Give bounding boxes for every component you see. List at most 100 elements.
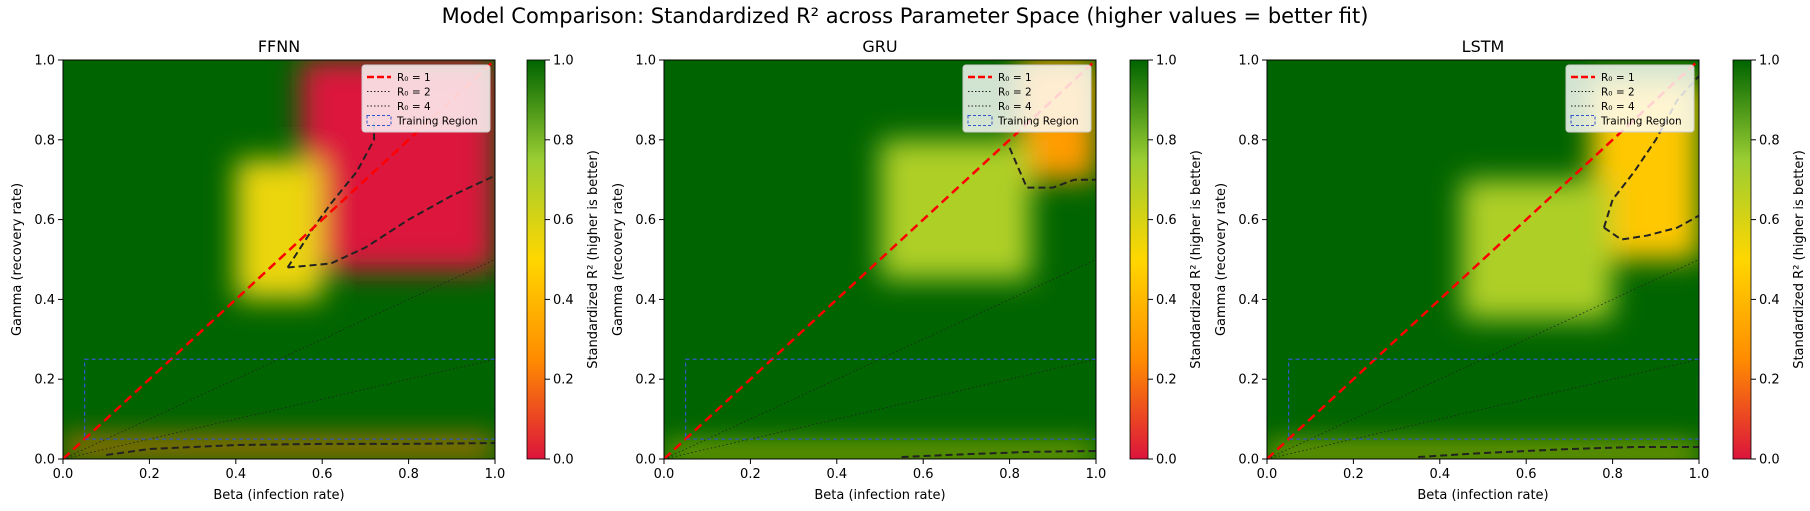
r0-line-4 xyxy=(1267,358,1699,459)
figure-title: Model Comparison: Standardized R² across… xyxy=(441,4,1369,28)
legend-label: Training Region xyxy=(1600,116,1682,128)
legend-box xyxy=(1565,64,1695,133)
y-tick-label: 0.0 xyxy=(1238,453,1259,468)
y-tick-label: 0.6 xyxy=(635,213,656,228)
x-axis-label: Beta (infection rate) xyxy=(814,488,945,503)
r0-line-2 xyxy=(1267,259,1699,459)
y-tick-label: 0.4 xyxy=(1238,293,1259,308)
colorbar-tick-label: 0.6 xyxy=(1156,213,1177,228)
x-axis-label: Beta (infection rate) xyxy=(213,488,344,503)
plot-frame xyxy=(62,59,496,460)
legend: R₀ = 1 R₀ = 2 R₀ = 4 Training Region xyxy=(962,64,1092,133)
colorbar-tick-label: 0.6 xyxy=(1759,213,1780,228)
y-tick-label: 0.2 xyxy=(635,373,656,388)
x-tick-label: 0.4 xyxy=(225,467,246,482)
r0-line-2 xyxy=(664,259,1096,459)
heatmap-region xyxy=(664,447,1096,459)
y-tick-label: 0.8 xyxy=(635,133,656,148)
legend-label: R₀ = 4 xyxy=(397,101,431,113)
colorbar-tick-label: 0.8 xyxy=(553,133,574,148)
contour-line xyxy=(287,174,495,269)
r0-line-4 xyxy=(664,358,1096,459)
plot-frame xyxy=(663,59,1097,460)
colorbar-tick-label: 0.0 xyxy=(553,453,574,468)
x-tick-label: 0.8 xyxy=(999,467,1020,482)
contour-line xyxy=(1603,75,1699,228)
legend-label: R₀ = 2 xyxy=(1601,87,1635,99)
y-tick-label: 0.6 xyxy=(1238,213,1259,228)
legend-box xyxy=(361,64,491,133)
colorbar xyxy=(526,59,546,460)
legend-label: R₀ = 1 xyxy=(1601,72,1635,84)
colorbar-tick-label: 0.2 xyxy=(553,373,574,388)
y-axis-label: Gamma (recovery rate) xyxy=(10,183,25,336)
legend-label: R₀ = 4 xyxy=(998,101,1032,113)
heatmap-region xyxy=(1267,447,1699,459)
colorbar-tick-label: 1.0 xyxy=(1759,54,1780,69)
x-tick-label: 0.4 xyxy=(826,467,847,482)
panel-title: GRU xyxy=(862,37,897,56)
panel-lstm: 0.0 0.2 0.4 0.6 0.8 1.0 0.0 0.2 0.4 0.6 0.8 1.0 LSTM… xyxy=(1214,37,1807,503)
x-tick-label: 1.0 xyxy=(1689,467,1710,482)
legend-label: Training Region xyxy=(997,116,1079,128)
legend-swatch xyxy=(366,115,392,126)
x-axis-label: Beta (infection rate) xyxy=(1417,488,1548,503)
legend-label: R₀ = 1 xyxy=(998,72,1032,84)
heatmap-region xyxy=(1461,179,1613,320)
colorbar-tick-label: 1.0 xyxy=(553,54,574,69)
panel-gru: 0.0 0.2 0.4 0.6 0.8 1.0 0.0 0.2 0.4 0.6 0.8 1.0 GRU B… xyxy=(611,37,1204,503)
r0-line-4 xyxy=(63,358,495,459)
panel-title: LSTM xyxy=(1462,37,1505,56)
contour-line xyxy=(1008,147,1096,189)
contour-line xyxy=(1418,446,1699,459)
x-tick-label: 0.6 xyxy=(1516,467,1537,482)
x-tick-label: 0.2 xyxy=(139,467,160,482)
y-tick-label: 1.0 xyxy=(34,54,55,69)
colorbar-tick-label: 0.4 xyxy=(553,293,574,308)
legend-swatch xyxy=(967,115,993,126)
colorbar-label: Standardized R² (higher is better) xyxy=(1792,150,1807,369)
y-tick-label: 0.8 xyxy=(34,133,55,148)
colorbar-tick-label: 0.2 xyxy=(1156,373,1177,388)
colorbar-tick-label: 0.6 xyxy=(553,213,574,228)
colorbar-tick-label: 0.8 xyxy=(1156,133,1177,148)
contour-line xyxy=(286,115,376,269)
colorbar-tick-label: 0.8 xyxy=(1759,133,1780,148)
panel-ffnn: 0.0 0.2 0.4 0.6 0.8 1.0 0.0 0.2 0.4 0.6 0.8 1.0 FFNN… xyxy=(10,37,601,503)
x-tick-label: 0.8 xyxy=(1602,467,1623,482)
legend-label: Training Region xyxy=(396,116,478,128)
heatmap-region xyxy=(235,159,323,300)
y-tick-label: 0.0 xyxy=(635,453,656,468)
legend-box xyxy=(962,64,1092,133)
r0-line-2 xyxy=(63,259,495,459)
y-tick-label: 1.0 xyxy=(635,54,656,69)
contour-line xyxy=(106,442,495,457)
heatmap-region xyxy=(880,139,1032,280)
colorbar-label: Standardized R² (higher is better) xyxy=(1189,150,1204,369)
x-tick-label: 0.6 xyxy=(913,467,934,482)
x-tick-label: 0.4 xyxy=(1429,467,1450,482)
colorbar-tick-label: 1.0 xyxy=(1156,54,1177,69)
x-tick-label: 0.6 xyxy=(312,467,333,482)
legend-label: R₀ = 1 xyxy=(397,72,431,84)
legend: R₀ = 1 R₀ = 2 R₀ = 4 Training Region xyxy=(361,64,491,133)
colorbar xyxy=(1732,59,1752,460)
y-tick-label: 1.0 xyxy=(1238,54,1259,69)
x-tick-label: 0.0 xyxy=(1257,467,1278,482)
colorbar-tick-label: 0.4 xyxy=(1156,293,1177,308)
legend-label: R₀ = 4 xyxy=(1601,101,1635,113)
y-tick-label: 0.2 xyxy=(1238,373,1259,388)
x-tick-label: 0.8 xyxy=(398,467,419,482)
contour-line xyxy=(1603,214,1699,241)
colorbar-tick-label: 0.0 xyxy=(1759,453,1780,468)
y-tick-label: 0.6 xyxy=(34,213,55,228)
y-tick-label: 0.8 xyxy=(1238,133,1259,148)
x-tick-label: 0.2 xyxy=(1343,467,1364,482)
colorbar xyxy=(1129,59,1149,460)
legend-label: R₀ = 2 xyxy=(998,87,1032,99)
y-tick-label: 0.2 xyxy=(34,373,55,388)
x-tick-label: 1.0 xyxy=(485,467,506,482)
x-tick-label: 0.2 xyxy=(740,467,761,482)
